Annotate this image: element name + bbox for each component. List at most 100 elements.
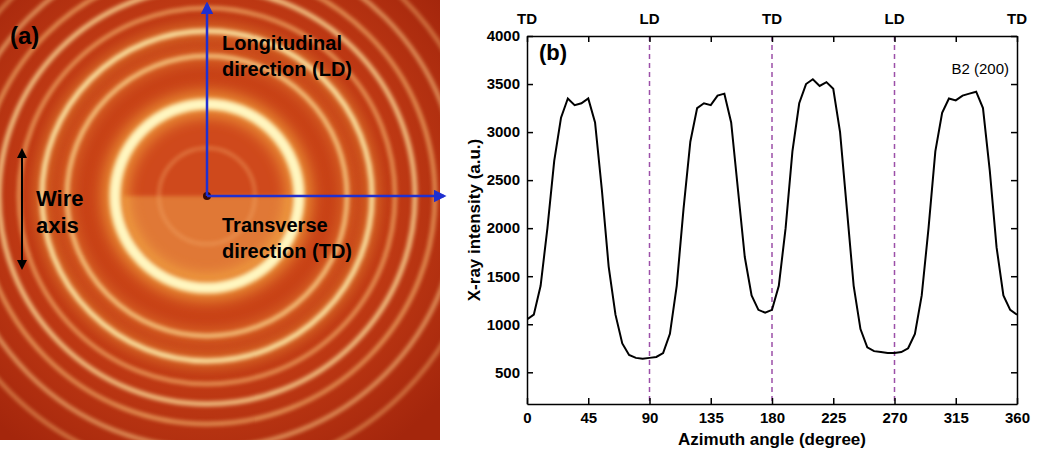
tick-label: 3000: [487, 123, 520, 140]
tick: 90: [642, 398, 659, 426]
td-arrow: [207, 195, 444, 198]
wire-axis-label: axis: [36, 213, 79, 238]
tick-label: 2500: [487, 171, 520, 188]
td-label: direction (TD): [222, 240, 352, 262]
tick-label: 135: [699, 409, 724, 426]
tick: 4000: [487, 27, 533, 44]
diffraction-ring: [0, 0, 435, 424]
tick-mark: [894, 36, 896, 42]
tick-mark: [772, 36, 774, 42]
tick-mark: [894, 398, 896, 404]
tick-mark: [527, 36, 533, 38]
tick-label: 90: [642, 409, 659, 426]
tick-mark: [527, 180, 533, 182]
tick-label: 270: [882, 409, 907, 426]
tick-label: 3500: [487, 75, 520, 92]
reference-line: [771, 36, 773, 404]
data-line: [527, 79, 1017, 359]
top-label: TD: [1007, 10, 1027, 27]
tick-mark: [833, 398, 835, 404]
tick-label: 2000: [487, 219, 520, 236]
panel-a: (a) Longitudinal direction (LD) Transverse d…: [0, 0, 485, 454]
tick-mark: [1011, 276, 1017, 278]
tick: 225: [821, 398, 846, 426]
tick: [650, 36, 651, 42]
panel-label: (b): [539, 40, 567, 65]
panel-label: (a): [10, 22, 39, 49]
tick: [895, 36, 896, 42]
tick-mark: [1011, 372, 1017, 374]
tick-mark: [1011, 36, 1017, 38]
panel-b: 0 45 90 135 180 225 270 315 360 500 1000 1500 2000 25…: [465, 10, 1030, 449]
diffraction-image: [0, 0, 440, 440]
tick: 135: [699, 398, 724, 426]
ld-label: Longitudinal: [222, 32, 342, 54]
tick-mark: [711, 36, 713, 42]
tick-label: 1000: [487, 316, 520, 333]
tick-mark: [649, 36, 651, 42]
tick: 270: [882, 398, 907, 426]
annotation: B2 (200): [951, 60, 1009, 77]
tick: [833, 36, 834, 42]
tick: [772, 36, 773, 42]
diffraction-ring: [0, 0, 440, 440]
tick: [1011, 228, 1017, 229]
tick-mark: [649, 398, 651, 404]
diffraction-ring: [0, 0, 440, 440]
tick: 2000: [487, 219, 533, 236]
ld-label: direction (LD): [222, 58, 352, 80]
tick: [956, 36, 957, 42]
tick-mark: [772, 398, 774, 404]
top-label: TD: [762, 10, 782, 27]
tick-label: 0: [523, 409, 531, 426]
tick: 180: [760, 398, 785, 426]
x-axis: 0 45 90 135 180 225 270 315 360: [523, 398, 1030, 426]
tick: [1011, 324, 1017, 325]
tick: 3500: [487, 75, 533, 92]
top-label: LD: [885, 10, 905, 27]
tick-mark: [1011, 84, 1017, 86]
tick: [711, 36, 712, 42]
tick-mark: [1011, 180, 1017, 182]
tick-mark: [1011, 324, 1017, 326]
tick-mark: [1011, 228, 1017, 230]
y-axis: 500 1000 1500 2000 2500 3000 3500 4000: [487, 27, 533, 404]
tick-label: 360: [1005, 409, 1030, 426]
tick: 2500: [487, 171, 533, 188]
tick: 3000: [487, 123, 533, 140]
y-axis-title: X-ray intensity (a.u.): [465, 139, 484, 301]
y-axis-right: [1011, 37, 1018, 405]
tick-mark: [1011, 132, 1017, 134]
axis-line: [1017, 37, 1019, 405]
tick-mark: [527, 324, 533, 326]
tick-mark: [527, 276, 533, 278]
td-label: Transverse: [222, 214, 328, 236]
tick: 45: [580, 398, 597, 426]
tick-mark: [956, 398, 958, 404]
tick: 500: [495, 364, 533, 381]
ld-arrow: [206, 4, 209, 196]
tick: [1011, 180, 1017, 181]
reference-line: [649, 36, 651, 404]
tick: [1011, 36, 1017, 37]
tick: [1011, 372, 1017, 373]
x-axis-title: Azimuth angle (degree): [678, 430, 866, 449]
tick: [1011, 132, 1017, 133]
tick-mark: [956, 36, 958, 42]
tick: 315: [944, 398, 969, 426]
tick: [588, 36, 589, 42]
plot-area: [527, 36, 1017, 404]
wire-axis-arrow: [21, 150, 23, 268]
figure: (a) Longitudinal direction (LD) Transverse d…: [0, 0, 1051, 454]
x-axis-top: [528, 36, 1018, 42]
tick-mark: [711, 398, 713, 404]
tick-mark: [527, 372, 533, 374]
tick-mark: [588, 398, 590, 404]
tick: 1000: [487, 316, 533, 333]
tick: 1500: [487, 268, 533, 285]
diffraction-ring: [0, 0, 415, 404]
tick-label: 45: [580, 409, 597, 426]
tick-label: 315: [944, 409, 969, 426]
wire-axis-label: Wire: [36, 186, 83, 211]
tick-mark: [527, 84, 533, 86]
